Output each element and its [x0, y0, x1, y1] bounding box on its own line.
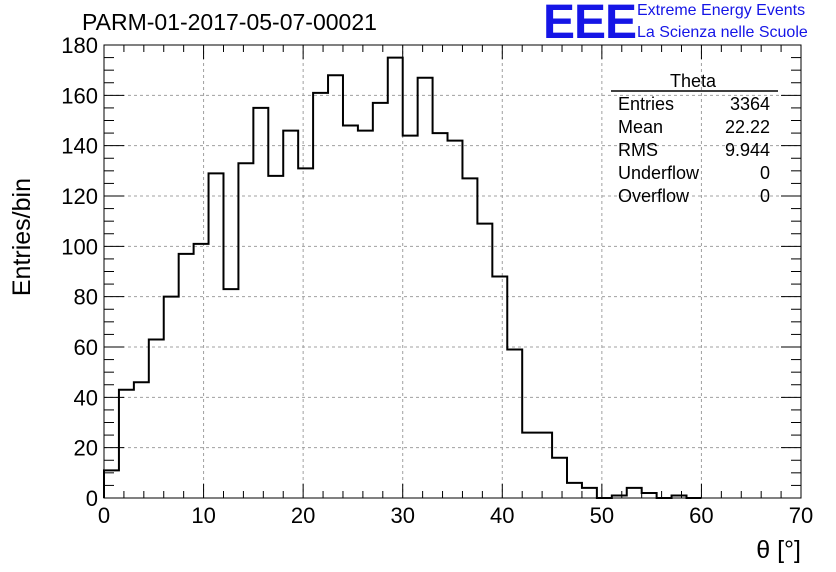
histogram-bin: [298, 168, 313, 498]
stats-label-rms: RMS: [618, 140, 658, 160]
y-tick-label: 80: [74, 285, 98, 310]
x-tick-label: 10: [191, 503, 215, 528]
x-tick-label: 40: [490, 503, 514, 528]
histogram-bin: [149, 339, 164, 498]
plot-title: PARM-01-2017-05-07-00021: [82, 9, 377, 35]
histogram-bin: [418, 78, 433, 498]
histogram-bin: [283, 131, 298, 498]
histogram-bin: [119, 390, 134, 498]
histogram-bin: [552, 458, 567, 498]
histogram-bin: [522, 433, 537, 498]
histogram-bins: [104, 58, 686, 498]
eee-logo: EEE: [543, 0, 637, 49]
histogram-bin: [537, 433, 552, 498]
stats-label-overflow: Overflow: [618, 186, 690, 206]
histogram-bin: [492, 277, 507, 498]
histogram-bin: [672, 495, 687, 498]
histogram-bin: [253, 108, 268, 498]
stats-value-entries: 3364: [730, 94, 770, 114]
stats-label-entries: Entries: [618, 94, 674, 114]
y-tick-label: 100: [61, 234, 98, 259]
histogram-bin: [612, 495, 627, 498]
histogram-bin: [582, 488, 597, 498]
x-tick-label: 20: [291, 503, 315, 528]
histogram-outline: [103, 56, 702, 499]
histogram-bin: [433, 133, 448, 498]
y-tick-label: 0: [86, 486, 98, 511]
x-tick-label: 30: [390, 503, 414, 528]
x-tick-labels: 0 10 20 30 40 50 60 70: [98, 503, 813, 528]
histogram-bin: [194, 244, 209, 498]
y-tick-label: 180: [61, 33, 98, 58]
stats-value-rms: 9.944: [725, 140, 770, 160]
stats-box: Theta Entries 3364 Mean 22.22 RMS 9.944 …: [611, 71, 778, 206]
histogram-bin: [268, 176, 283, 498]
y-tick-label: 120: [61, 184, 98, 209]
y-tick-label: 40: [74, 385, 98, 410]
y-tick-label: 160: [61, 83, 98, 108]
histogram-bin: [358, 131, 373, 498]
logo-caption-line2: La Scienza nelle Scuole: [637, 24, 808, 41]
histogram-bin: [164, 297, 179, 498]
histogram-bin: [403, 136, 418, 498]
axis-ticks: [103, 44, 802, 499]
stats-value-mean: 22.22: [725, 117, 770, 137]
grid-lines: [104, 45, 801, 498]
histogram-bin: [238, 163, 253, 498]
logo-caption-line1: Extreme Energy Events: [637, 2, 806, 19]
histogram-bin: [373, 103, 388, 498]
x-tick-label: 60: [689, 503, 713, 528]
histogram-bin: [462, 178, 477, 498]
y-tick-label: 20: [74, 436, 98, 461]
histogram-bin: [388, 58, 403, 498]
y-tick-label: 140: [61, 134, 98, 159]
stats-label-underflow: Underflow: [618, 163, 700, 183]
x-axis-title: θ [°]: [756, 536, 801, 564]
stats-label-mean: Mean: [618, 117, 663, 137]
y-tick-label: 60: [74, 335, 98, 360]
stats-value-underflow: 0: [760, 163, 770, 183]
histogram-bin: [477, 224, 492, 498]
stats-value-overflow: 0: [760, 186, 770, 206]
histogram-bin: [313, 93, 328, 498]
histogram-bin: [448, 141, 463, 498]
histogram-bin: [223, 289, 238, 498]
x-tick-label: 50: [590, 503, 614, 528]
histogram-bin: [567, 483, 582, 498]
histogram-bin: [134, 382, 149, 498]
histogram-bin: [328, 75, 343, 498]
stats-box-name: Theta: [670, 71, 717, 91]
histogram-bin: [642, 493, 657, 498]
x-tick-label: 0: [98, 503, 110, 528]
histogram-bin: [343, 126, 358, 498]
histogram-bin: [507, 350, 522, 498]
histogram-bin: [104, 470, 119, 498]
histogram-bin: [209, 173, 224, 498]
y-tick-labels: 0 20 40 60 80 100 120 140 160 180: [61, 33, 98, 511]
y-axis-title: Entries/bin: [8, 178, 36, 296]
histogram-bin: [179, 254, 194, 498]
x-tick-label: 70: [789, 503, 813, 528]
histogram-bin: [627, 488, 642, 498]
